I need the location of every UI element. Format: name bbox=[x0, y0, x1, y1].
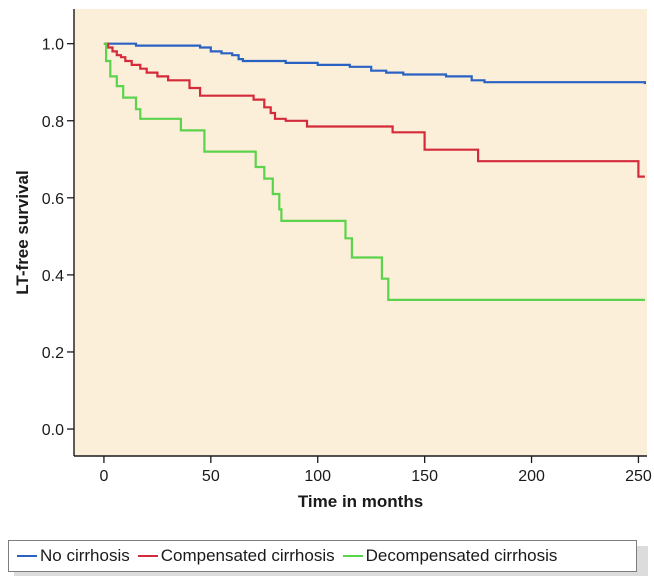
y-tick-label: 1.0 bbox=[42, 37, 64, 54]
legend-item-decompensated-cirrhosis: Decompensated cirrhosis bbox=[342, 546, 558, 566]
x-tick-label: 50 bbox=[202, 468, 220, 485]
y-axis-label: LT-free survival bbox=[13, 170, 32, 294]
legend-label: Compensated cirrhosis bbox=[160, 546, 335, 565]
x-tick-label: 150 bbox=[411, 468, 438, 485]
series-line-decompensated-cirrhosis bbox=[103, 42, 645, 301]
y-tick-label: 0.8 bbox=[42, 114, 64, 131]
series-line-compensated-cirrhosis bbox=[103, 42, 645, 178]
series-layer bbox=[103, 42, 646, 301]
legend-item-compensated-cirrhosis: Compensated cirrhosis bbox=[137, 546, 335, 566]
legend-swatch bbox=[137, 555, 158, 557]
legend-label: Decompensated cirrhosis bbox=[365, 546, 558, 565]
y-tick-label: 0.4 bbox=[42, 268, 64, 285]
x-axis-label: Time in months bbox=[298, 492, 423, 511]
legend-swatch bbox=[17, 555, 37, 557]
series-line-no-cirrhosis bbox=[103, 42, 646, 85]
y-ticks: 0.0 0.2 0.4 0.6 0.8 1.0 bbox=[42, 37, 74, 439]
legend-swatch bbox=[342, 555, 363, 557]
legend: No cirrhosis Compensated cirrhosis Decom… bbox=[8, 540, 637, 572]
y-tick-label: 0.6 bbox=[42, 191, 64, 208]
x-tick-label: 100 bbox=[304, 468, 331, 485]
x-tick-label: 0 bbox=[99, 468, 108, 485]
x-tick-label: 250 bbox=[625, 468, 652, 485]
y-tick-label: 0.0 bbox=[42, 422, 64, 439]
y-tick-label: 0.2 bbox=[42, 345, 64, 362]
legend-label: No cirrhosis bbox=[40, 546, 130, 565]
legend-item-no-cirrhosis: No cirrhosis bbox=[17, 546, 130, 566]
x-tick-label: 200 bbox=[518, 468, 545, 485]
x-ticks: 0 50 100 150 200 250 bbox=[99, 456, 652, 485]
plot-background bbox=[74, 9, 647, 456]
chart: 0 50 100 150 200 250 0.0 0.2 0.4 0.6 0.8 1.0 Time … bbox=[13, 9, 652, 511]
